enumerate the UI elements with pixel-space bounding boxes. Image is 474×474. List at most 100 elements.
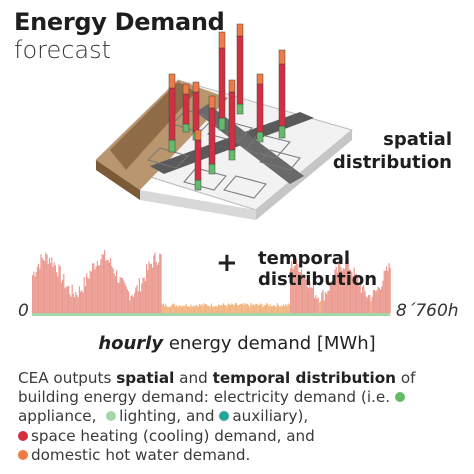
- hourly-bar: [308, 288, 310, 313]
- hourly-bar: [222, 303, 224, 313]
- hourly-bar: [228, 304, 230, 313]
- hourly-bar: [233, 305, 235, 313]
- hourly-bar: [328, 290, 330, 313]
- hourly-bar: [236, 303, 238, 313]
- legend-heating: space heating (cooling) demand, and: [31, 426, 315, 445]
- axis-title-text: energy demand [MWh]: [163, 333, 376, 354]
- hourly-bar: [312, 285, 314, 313]
- spatial-distribution-label: spatial distribution: [333, 128, 452, 174]
- hourly-bar: [35, 272, 37, 313]
- hourly-bar: [186, 306, 188, 313]
- hourly-bar: [99, 265, 101, 313]
- hourly-bar: [347, 258, 349, 313]
- hourly-bar: [254, 305, 256, 313]
- axis-title: hourly energy demand [MWh]: [0, 333, 474, 354]
- demand-columns: [168, 23, 286, 191]
- hourly-bar: [132, 296, 134, 313]
- hourly-bar: [215, 305, 217, 313]
- hourly-bar: [278, 304, 280, 313]
- diagram-title: Energy Demand: [14, 8, 225, 36]
- hourly-bar: [364, 291, 366, 313]
- hourly-bar: [87, 277, 89, 313]
- hourly-bar: [155, 261, 157, 313]
- hourly-bar: [34, 276, 36, 313]
- hourly-bar: [330, 282, 332, 313]
- hourly-bar: [80, 291, 82, 313]
- hourly-demand-series: [32, 250, 391, 313]
- hourly-bar: [386, 266, 388, 313]
- hourly-bar: [238, 305, 240, 313]
- hourly-bar: [69, 293, 71, 313]
- hourly-bar: [322, 289, 324, 313]
- hourly-bar: [165, 303, 167, 313]
- ground-side: [140, 190, 256, 220]
- hourly-bar: [96, 261, 98, 313]
- hourly-bar: [384, 270, 386, 313]
- hourly-bar: [287, 303, 289, 313]
- hourly-bar: [270, 306, 272, 313]
- hourly-bar: [107, 260, 109, 313]
- hourly-bar: [213, 306, 215, 313]
- hourly-bar: [329, 281, 331, 313]
- hourly-bar: [113, 273, 115, 313]
- hourly-bar: [192, 305, 194, 313]
- hourly-bar: [180, 306, 182, 313]
- hourly-bar: [100, 258, 102, 313]
- hourly-bar: [299, 271, 301, 313]
- hourly-bar: [62, 279, 64, 313]
- hourly-bar: [257, 304, 259, 313]
- hourly-bar: [282, 304, 284, 313]
- hourly-bar: [279, 306, 281, 313]
- hourly-bar: [177, 306, 179, 313]
- hourly-bar: [194, 306, 196, 313]
- demand-column-segment: [228, 79, 236, 93]
- hourly-bar: [129, 300, 131, 313]
- hourly-bar: [93, 263, 95, 313]
- hourly-bar: [378, 287, 380, 313]
- hourly-bar: [237, 305, 239, 313]
- hourly-bar: [275, 306, 277, 313]
- hourly-bar: [98, 265, 100, 313]
- dhw-dot-icon: [18, 449, 28, 460]
- hourly-bar: [252, 304, 254, 313]
- hourly-bar: [366, 297, 368, 313]
- hourly-bar: [164, 306, 166, 313]
- hourly-bar: [260, 303, 262, 313]
- hourly-bar: [201, 304, 203, 313]
- axis-end-label: 8´760h: [396, 301, 459, 321]
- hourly-bar: [351, 271, 353, 313]
- terrain-front: [96, 160, 140, 200]
- hourly-bar: [189, 306, 191, 313]
- hourly-bar: [272, 306, 274, 313]
- hourly-bar: [224, 304, 226, 313]
- hourly-bar: [356, 274, 358, 313]
- hourly-bar: [68, 286, 70, 313]
- hourly-bar: [218, 304, 220, 313]
- hourly-bar: [310, 287, 312, 313]
- hourly-bar: [359, 284, 361, 313]
- hourly-bar: [166, 306, 168, 313]
- hourly-bar: [245, 304, 247, 313]
- hourly-bar: [134, 293, 136, 313]
- hourly-bar: [161, 304, 163, 313]
- hourly-bar: [208, 305, 210, 313]
- spatial-line-1: spatial: [383, 129, 452, 150]
- hourly-bar: [112, 268, 114, 313]
- hourly-bar: [269, 304, 271, 313]
- description: CEA outputs spatial and temporal distrib…: [18, 369, 464, 465]
- hourly-bar: [274, 305, 276, 313]
- hourly-bar: [110, 257, 112, 313]
- hourly-bar: [292, 269, 294, 313]
- hourly-bar: [216, 306, 218, 313]
- hourly-bar: [183, 306, 185, 313]
- hourly-bar: [246, 303, 248, 313]
- hourly-bar: [135, 287, 137, 313]
- legend-dhw: domestic hot water demand.: [31, 445, 251, 464]
- legend-appliance: appliance,: [18, 407, 97, 426]
- hourly-bar: [191, 306, 193, 313]
- appliance-dot-icon: [394, 392, 405, 403]
- hourly-bar: [84, 285, 86, 313]
- hourly-bar: [354, 274, 356, 313]
- hourly-bar: [263, 305, 265, 313]
- hourly-bar: [264, 305, 266, 313]
